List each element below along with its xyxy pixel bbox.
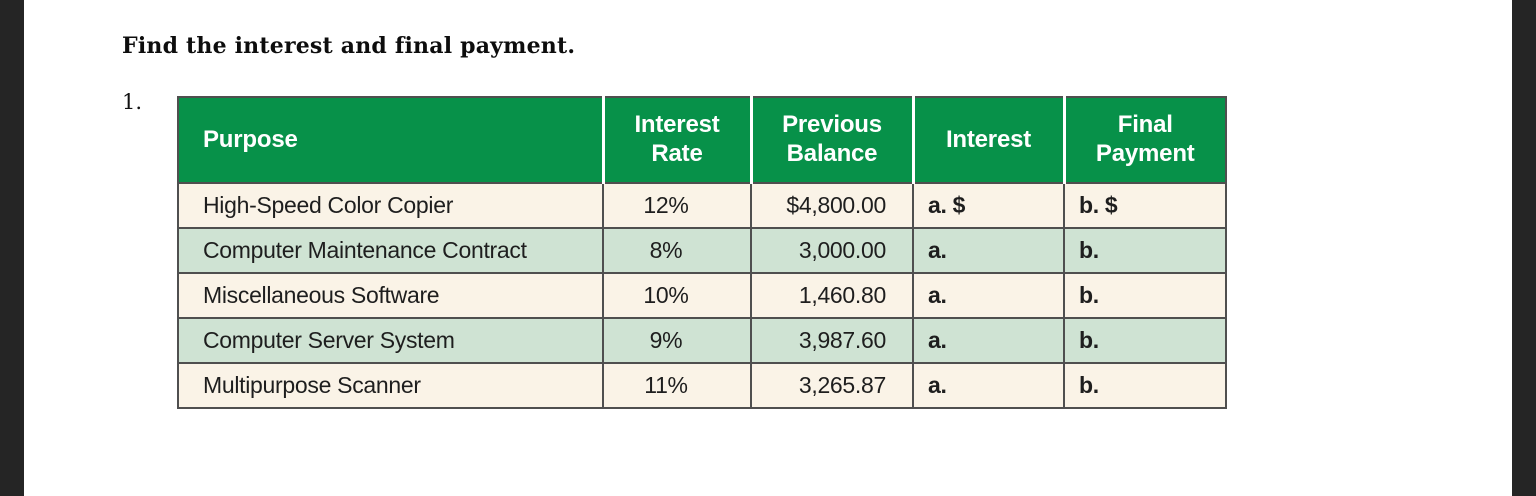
cell-interest-blank: a.: [912, 272, 1065, 319]
cell-final-blank: b.: [1063, 317, 1227, 364]
problem-number: 1.: [122, 90, 143, 114]
cell-final-blank: b. $: [1063, 182, 1227, 229]
cell-interest-blank: a.: [912, 227, 1065, 274]
cell-interest-rate: 9%: [602, 317, 752, 364]
cell-purpose: High-Speed Color Copier: [177, 182, 604, 229]
header-final-payment: Final Payment: [1064, 97, 1227, 184]
cell-interest-rate: 12%: [602, 182, 752, 229]
cell-purpose: Computer Server System: [177, 317, 604, 364]
cell-previous-balance: 3,000.00: [750, 227, 914, 274]
cell-interest-rate: 11%: [602, 362, 752, 409]
table-row: Computer Maintenance Contract 8% 3,000.0…: [177, 227, 1227, 274]
header-interest-rate: Interest Rate: [603, 97, 753, 184]
table-row: Computer Server System 9% 3,987.60 a. b.: [177, 317, 1227, 364]
cell-previous-balance: 3,265.87: [750, 362, 914, 409]
table-row: Miscellaneous Software 10% 1,460.80 a. b…: [177, 272, 1227, 319]
table-row: High-Speed Color Copier 12% $4,800.00 a.…: [177, 182, 1227, 229]
header-interest: Interest: [913, 97, 1066, 184]
cell-purpose: Computer Maintenance Contract: [177, 227, 604, 274]
cell-final-blank: b.: [1063, 362, 1227, 409]
table-row: Multipurpose Scanner 11% 3,265.87 a. b.: [177, 362, 1227, 409]
header-previous-balance: Previous Balance: [751, 97, 915, 184]
cell-interest-blank: a.: [912, 362, 1065, 409]
cell-purpose: Multipurpose Scanner: [177, 362, 604, 409]
cell-purpose: Miscellaneous Software: [177, 272, 604, 319]
loan-table: Purpose Interest Rate Previous Balance I…: [177, 96, 1227, 409]
cell-interest-rate: 8%: [602, 227, 752, 274]
cell-interest-blank: a. $: [912, 182, 1065, 229]
viewer-right-margin: [1512, 0, 1536, 496]
instruction-text: Find the interest and final payment.: [122, 33, 576, 59]
cell-interest-blank: a.: [912, 317, 1065, 364]
cell-final-blank: b.: [1063, 227, 1227, 274]
cell-previous-balance: 3,987.60: [750, 317, 914, 364]
cell-final-blank: b.: [1063, 272, 1227, 319]
cell-interest-rate: 10%: [602, 272, 752, 319]
table-header-row: Purpose Interest Rate Previous Balance I…: [178, 97, 1227, 184]
header-purpose: Purpose: [178, 97, 605, 184]
cell-previous-balance: $4,800.00: [750, 182, 914, 229]
cell-previous-balance: 1,460.80: [750, 272, 914, 319]
viewer-left-margin: [0, 0, 24, 496]
